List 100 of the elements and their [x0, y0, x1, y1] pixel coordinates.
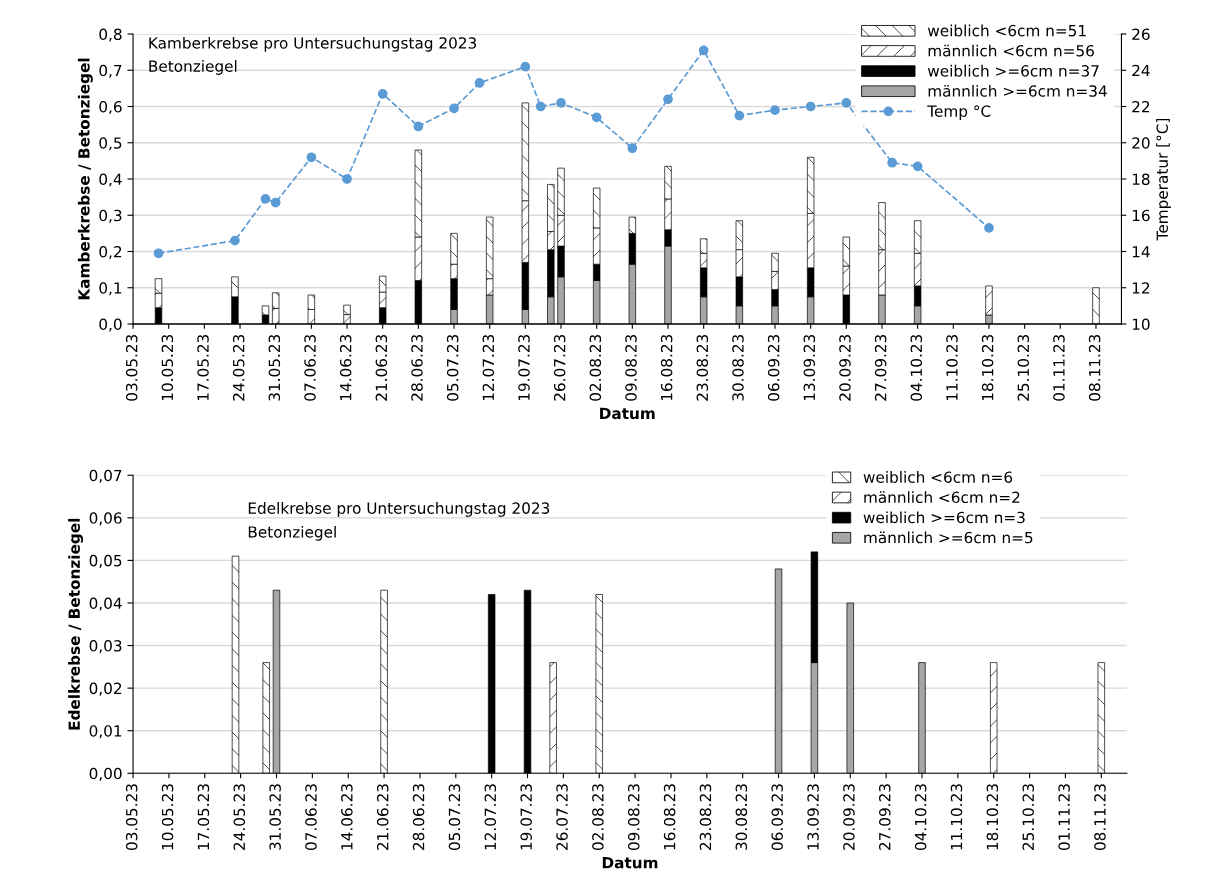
x-tick-label: 14.06.23	[339, 334, 352, 401]
point	[260, 194, 271, 204]
point	[270, 197, 281, 208]
x-tick-label: 06.09.23	[771, 784, 783, 851]
legend-label: weiblich >=6cm n=3	[863, 511, 1025, 524]
point	[912, 161, 923, 172]
x-tick-label: 05.07.23	[446, 334, 459, 401]
point	[306, 152, 317, 163]
point	[474, 78, 485, 88]
y2-tick-label: 20	[1132, 137, 1150, 149]
y-tick-label: 0,3	[99, 209, 122, 223]
y-axis-title: Kamberkrebse / Betonziegel	[77, 58, 93, 300]
x-tick-label: 01.11.23	[1053, 334, 1065, 401]
x-tick-label: 16.08.23	[660, 334, 673, 401]
x-tick-label: 07.06.23	[304, 334, 316, 401]
x-tick-label: 13.09.23	[803, 334, 816, 401]
x-tick-label: 08.11.23	[1094, 784, 1106, 851]
y-tick-label: 0,00	[89, 767, 122, 781]
point	[627, 143, 638, 154]
y2-tick-label: 22	[1132, 100, 1150, 113]
x-tick-label: 27.09.23	[879, 784, 891, 850]
x-tick-label: 27.09.23	[874, 334, 887, 401]
legend-label: männlich <6cm n=2	[864, 491, 1020, 504]
x-tick-label: 13.09.23	[807, 784, 819, 850]
x-tick-label: 09.08.23	[627, 784, 640, 851]
y-tick-label: 0,6	[99, 100, 122, 115]
point	[377, 88, 388, 99]
point	[342, 174, 352, 184]
point	[734, 110, 745, 121]
legend-label: männlich >=6cm n=34	[928, 84, 1107, 97]
x-tick-label: 10.05.23	[161, 784, 174, 850]
y2-axis-title: Temperatur [°C]	[1156, 118, 1171, 241]
x-tick-label: 04.10.23	[910, 334, 923, 401]
legend-label: männlich <6cm n=56	[928, 44, 1094, 57]
point	[841, 98, 852, 108]
x-tick-label: 19.07.23	[520, 784, 532, 850]
legend-label: männlich >=6cm n=5	[864, 531, 1033, 544]
x-tick-label: 12.07.23	[482, 334, 495, 401]
x-tick-label: 01.11.23	[1058, 784, 1070, 851]
text: Betonziegel	[149, 60, 237, 75]
y-tick-label: 0,07	[89, 469, 122, 483]
y2-tick-label: 16	[1132, 209, 1150, 222]
y-tick-label: 0,04	[89, 597, 122, 611]
point	[591, 112, 602, 123]
x-axis-title: Datum	[600, 407, 655, 420]
point	[556, 98, 566, 108]
x-tick-label: 25.10.23	[1017, 334, 1030, 401]
x-tick-label: 07.06.23	[305, 784, 317, 851]
chart-title: Kamberkrebse pro Untersuchungstag 2023	[149, 36, 477, 52]
x-tick-label: 20.09.23	[843, 784, 855, 850]
x-tick-label: 28.06.23	[412, 784, 425, 850]
y2-tick-label: 18	[1132, 173, 1150, 186]
point	[153, 248, 164, 259]
y-tick-label: 0,03	[89, 640, 122, 654]
point	[698, 45, 709, 56]
x-tick-label: 11.10.23	[946, 334, 958, 401]
y2-tick-label: 14	[1132, 246, 1150, 258]
y-tick-label: 0,2	[99, 245, 122, 260]
point	[770, 105, 780, 115]
point	[413, 121, 424, 132]
y-tick-label: 0,0	[99, 318, 122, 332]
y-axis-title: Edelkrebse / Betonziegel	[68, 518, 84, 730]
y-tick-label: 0,06	[89, 512, 122, 526]
x-tick-label: 20.09.23	[839, 334, 851, 401]
x-tick-label: 30.08.23	[732, 334, 744, 401]
point	[663, 94, 673, 105]
x-tick-label: 08.11.23	[1088, 334, 1101, 401]
y2-tick-label: 12	[1132, 282, 1150, 294]
x-tick-label: 24.05.23	[232, 334, 245, 401]
x-tick-label: 17.05.23	[197, 334, 209, 401]
y-tick-label: 0,02	[89, 682, 122, 696]
x-tick-label: 23.08.23	[699, 784, 712, 850]
x-tick-label: 10.05.23	[161, 334, 174, 401]
point	[805, 101, 816, 112]
x-tick-label: 05.07.23	[448, 784, 461, 851]
y-tick-label: 0,1	[99, 282, 122, 296]
x-tick-label: 02.08.23	[592, 784, 604, 851]
legend-label: Temp °C	[927, 105, 991, 120]
x-tick-label: 18.10.23	[981, 334, 994, 401]
point	[535, 101, 546, 112]
y-tick-label: 0,5	[99, 137, 122, 151]
x-tick-label: 28.06.23	[411, 334, 423, 401]
x-tick-label: 11.10.23	[950, 784, 963, 850]
x-tick-label: 30.08.23	[735, 784, 748, 850]
y2-tick-label: 24	[1132, 64, 1150, 77]
x-tick-label: 03.05.23	[125, 334, 138, 401]
point	[520, 61, 531, 72]
x-tick-label: 06.09.23	[767, 334, 780, 401]
x-tick-label: 26.07.23	[556, 784, 568, 850]
text: Edelkrebse pro Untersuchungstag 2023	[248, 502, 550, 517]
x-tick-label: 04.10.23	[914, 784, 927, 851]
legend-label: weiblich <6cm n=51	[927, 24, 1086, 37]
y-tick-label: 0,01	[89, 725, 122, 739]
x-tick-label: 31.05.23	[268, 334, 281, 401]
x-tick-label: 21.06.23	[376, 784, 389, 850]
x-tick-label: 17.05.23	[197, 784, 210, 850]
x-tick-label: 09.08.23	[625, 334, 637, 401]
x-tick-label: 02.08.23	[589, 334, 602, 401]
y-tick-label: 0,8	[99, 28, 122, 42]
x-tick-label: 19.07.23	[518, 334, 530, 401]
